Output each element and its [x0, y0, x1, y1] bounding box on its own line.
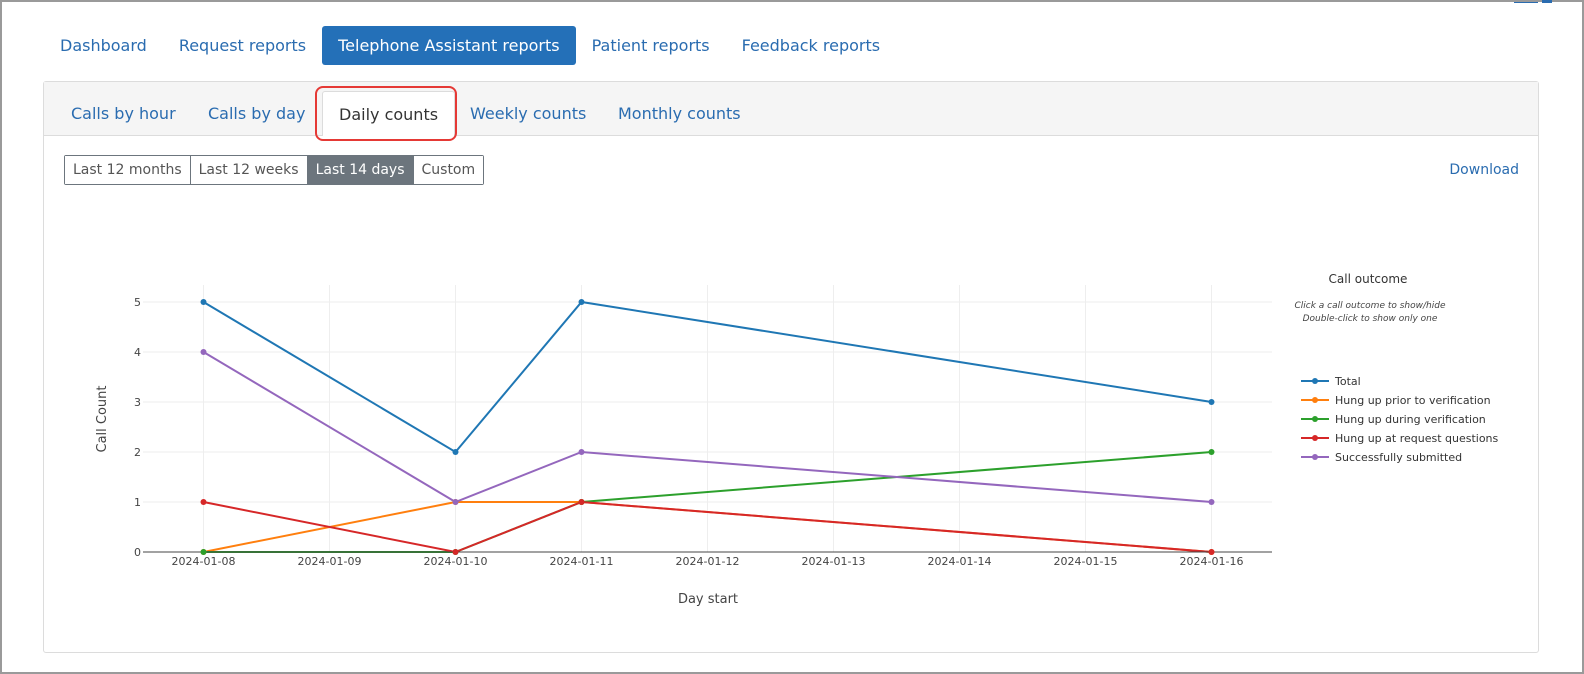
tab-request-reports[interactable]: Request reports — [178, 36, 307, 55]
data-point — [578, 299, 585, 305]
legend-item[interactable]: Hung up prior to verification — [1335, 394, 1491, 407]
x-tick-label: 2024-01-15 — [1054, 555, 1118, 568]
range-last-14-days-button[interactable]: Last 14 days — [307, 156, 414, 184]
data-point — [452, 549, 459, 555]
data-point — [578, 449, 585, 455]
tab-weekly-counts[interactable]: Weekly counts — [470, 104, 587, 123]
data-point — [200, 349, 207, 355]
report-panel: Calls by hour Calls by day Daily counts … — [43, 81, 1539, 653]
y-tick-label: 4 — [134, 346, 141, 359]
range-custom-button[interactable]: Custom — [413, 156, 484, 184]
legend-item[interactable]: Hung up at request questions — [1335, 432, 1499, 445]
data-point — [200, 549, 207, 555]
series-line — [202, 351, 1212, 504]
data-point — [200, 299, 207, 305]
x-tick-label: 2024-01-08 — [172, 555, 236, 568]
x-tick-label: 2024-01-09 — [298, 555, 362, 568]
x-tick-label: 2024-01-14 — [928, 555, 992, 568]
active-tab-highlight — [315, 86, 457, 141]
legend-marker — [1312, 378, 1318, 384]
data-point — [452, 499, 459, 505]
legend-marker — [1312, 397, 1318, 403]
data-point — [452, 449, 459, 455]
tab-feedback-reports[interactable]: Feedback reports — [741, 36, 881, 55]
download-link[interactable]: Download — [1449, 162, 1519, 178]
tab-monthly-counts[interactable]: Monthly counts — [618, 104, 741, 123]
top-nav: Dashboard Request reports Telephone Assi… — [44, 26, 896, 65]
series-line — [203, 500, 1212, 554]
x-tick-label: 2024-01-12 — [676, 555, 740, 568]
legend-marker — [1312, 435, 1318, 441]
y-tick-label: 2 — [134, 446, 141, 459]
range-last-12-months-button[interactable]: Last 12 months — [65, 156, 191, 184]
x-tick-label: 2024-01-10 — [424, 555, 488, 568]
data-point — [200, 499, 207, 505]
range-last-12-weeks-button[interactable]: Last 12 weeks — [190, 156, 308, 184]
y-tick-label: 0 — [134, 546, 141, 559]
y-tick-label: 1 — [134, 496, 141, 509]
y-tick-label: 5 — [134, 296, 141, 309]
legend-item[interactable]: Successfully submitted — [1335, 451, 1462, 464]
data-point — [1208, 499, 1215, 505]
x-tick-label: 2024-01-13 — [802, 555, 866, 568]
data-point — [578, 499, 585, 505]
tab-telephone-assistant-reports[interactable]: Telephone Assistant reports — [322, 26, 576, 65]
y-tick-label: 3 — [134, 396, 141, 409]
tab-dashboard[interactable]: Dashboard — [60, 36, 147, 55]
legend-item[interactable]: Hung up during verification — [1335, 413, 1486, 426]
x-tick-label: 2024-01-11 — [550, 555, 614, 568]
tab-calls-by-hour[interactable]: Calls by hour — [71, 104, 176, 123]
legend-hint-2: Double-click to show only one — [1303, 314, 1438, 324]
y-axis-title: Call Count — [95, 385, 110, 452]
date-range-selector: Last 12 months Last 12 weeks Last 14 day… — [64, 155, 485, 185]
data-point — [1208, 449, 1215, 455]
tab-calls-by-day[interactable]: Calls by day — [208, 104, 306, 123]
legend-title: Call outcome — [1329, 272, 1408, 286]
legend-marker — [1312, 416, 1318, 422]
corner-link[interactable] — [1514, 0, 1554, 6]
legend-item[interactable]: Total — [1334, 375, 1361, 388]
series-line — [202, 300, 1212, 454]
x-axis-title: Day start — [678, 592, 738, 607]
x-tick-label: 2024-01-16 — [1180, 555, 1244, 568]
legend-marker — [1312, 454, 1318, 460]
data-point — [1208, 399, 1215, 405]
legend-hint-1: Click a call outcome to show/hide — [1294, 301, 1445, 311]
sub-nav: Calls by hour Calls by day Daily counts … — [44, 82, 1538, 141]
tab-patient-reports[interactable]: Patient reports — [591, 36, 710, 55]
tab-daily-counts[interactable]: Daily counts — [322, 91, 456, 136]
data-point — [1208, 549, 1215, 555]
